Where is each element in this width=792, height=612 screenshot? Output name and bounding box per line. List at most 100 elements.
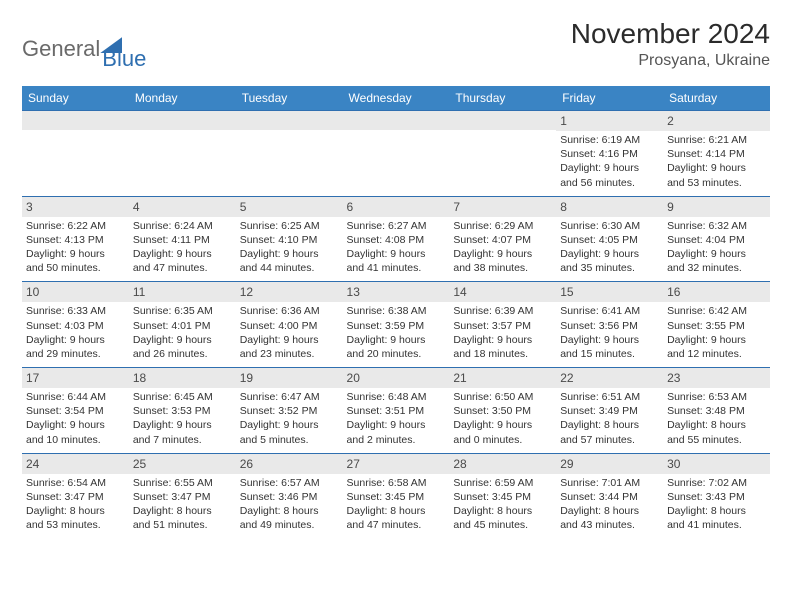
- day-number: 2: [663, 111, 770, 131]
- day-info: Sunrise: 6:55 AMSunset: 3:47 PMDaylight:…: [133, 476, 232, 533]
- logo-triangle-icon: [100, 37, 122, 53]
- day-number: 12: [236, 282, 343, 302]
- day-cell: 17Sunrise: 6:44 AMSunset: 3:54 PMDayligh…: [22, 367, 129, 453]
- day-cell: 25Sunrise: 6:55 AMSunset: 3:47 PMDayligh…: [129, 453, 236, 539]
- day-cell: 30Sunrise: 7:02 AMSunset: 3:43 PMDayligh…: [663, 453, 770, 539]
- day-number: 23: [663, 368, 770, 388]
- day-header: Monday: [129, 86, 236, 110]
- day-number: 4: [129, 197, 236, 217]
- day-number: 1: [556, 111, 663, 131]
- day-cell: 10Sunrise: 6:33 AMSunset: 4:03 PMDayligh…: [22, 281, 129, 367]
- day-number: 11: [129, 282, 236, 302]
- day-number: 3: [22, 197, 129, 217]
- day-cell: 13Sunrise: 6:38 AMSunset: 3:59 PMDayligh…: [343, 281, 450, 367]
- day-info: Sunrise: 6:42 AMSunset: 3:55 PMDaylight:…: [667, 304, 766, 361]
- day-number: 10: [22, 282, 129, 302]
- day-number: 9: [663, 197, 770, 217]
- day-header: Tuesday: [236, 86, 343, 110]
- day-info: Sunrise: 6:36 AMSunset: 4:00 PMDaylight:…: [240, 304, 339, 361]
- day-number: 5: [236, 197, 343, 217]
- day-info: Sunrise: 7:02 AMSunset: 3:43 PMDaylight:…: [667, 476, 766, 533]
- empty-day: [129, 111, 236, 130]
- day-cell: 24Sunrise: 6:54 AMSunset: 3:47 PMDayligh…: [22, 453, 129, 539]
- day-info: Sunrise: 6:41 AMSunset: 3:56 PMDaylight:…: [560, 304, 659, 361]
- day-cell: 11Sunrise: 6:35 AMSunset: 4:01 PMDayligh…: [129, 281, 236, 367]
- day-info: Sunrise: 6:30 AMSunset: 4:05 PMDaylight:…: [560, 219, 659, 276]
- day-info: Sunrise: 6:35 AMSunset: 4:01 PMDaylight:…: [133, 304, 232, 361]
- day-cell: 19Sunrise: 6:47 AMSunset: 3:52 PMDayligh…: [236, 367, 343, 453]
- week-row: 10Sunrise: 6:33 AMSunset: 4:03 PMDayligh…: [22, 281, 770, 367]
- day-info: Sunrise: 6:50 AMSunset: 3:50 PMDaylight:…: [453, 390, 552, 447]
- week-row: 3Sunrise: 6:22 AMSunset: 4:13 PMDaylight…: [22, 196, 770, 282]
- day-header: Sunday: [22, 86, 129, 110]
- day-cell: 5Sunrise: 6:25 AMSunset: 4:10 PMDaylight…: [236, 196, 343, 282]
- location: Prosyana, Ukraine: [571, 52, 770, 70]
- calendar-page: General Blue November 2024 Prosyana, Ukr…: [0, 0, 792, 612]
- logo: General Blue: [22, 26, 146, 72]
- day-cell: [449, 110, 556, 196]
- day-info: Sunrise: 6:47 AMSunset: 3:52 PMDaylight:…: [240, 390, 339, 447]
- day-cell: 23Sunrise: 6:53 AMSunset: 3:48 PMDayligh…: [663, 367, 770, 453]
- calendar-table: Sunday Monday Tuesday Wednesday Thursday…: [22, 86, 770, 538]
- day-number: 16: [663, 282, 770, 302]
- day-cell: 4Sunrise: 6:24 AMSunset: 4:11 PMDaylight…: [129, 196, 236, 282]
- day-cell: 18Sunrise: 6:45 AMSunset: 3:53 PMDayligh…: [129, 367, 236, 453]
- day-number: 26: [236, 454, 343, 474]
- day-info: Sunrise: 6:24 AMSunset: 4:11 PMDaylight:…: [133, 219, 232, 276]
- day-info: Sunrise: 6:29 AMSunset: 4:07 PMDaylight:…: [453, 219, 552, 276]
- day-number: 8: [556, 197, 663, 217]
- empty-day: [343, 111, 450, 130]
- day-cell: [22, 110, 129, 196]
- day-cell: 2Sunrise: 6:21 AMSunset: 4:14 PMDaylight…: [663, 110, 770, 196]
- day-info: Sunrise: 6:53 AMSunset: 3:48 PMDaylight:…: [667, 390, 766, 447]
- day-info: Sunrise: 6:51 AMSunset: 3:49 PMDaylight:…: [560, 390, 659, 447]
- day-info: Sunrise: 6:27 AMSunset: 4:08 PMDaylight:…: [347, 219, 446, 276]
- day-header: Saturday: [663, 86, 770, 110]
- day-cell: 3Sunrise: 6:22 AMSunset: 4:13 PMDaylight…: [22, 196, 129, 282]
- week-row: 24Sunrise: 6:54 AMSunset: 3:47 PMDayligh…: [22, 453, 770, 539]
- day-info: Sunrise: 6:38 AMSunset: 3:59 PMDaylight:…: [347, 304, 446, 361]
- day-info: Sunrise: 6:19 AMSunset: 4:16 PMDaylight:…: [560, 133, 659, 190]
- day-info: Sunrise: 6:25 AMSunset: 4:10 PMDaylight:…: [240, 219, 339, 276]
- day-info: Sunrise: 6:33 AMSunset: 4:03 PMDaylight:…: [26, 304, 125, 361]
- day-info: Sunrise: 6:39 AMSunset: 3:57 PMDaylight:…: [453, 304, 552, 361]
- day-number: 30: [663, 454, 770, 474]
- day-cell: [129, 110, 236, 196]
- day-info: Sunrise: 6:48 AMSunset: 3:51 PMDaylight:…: [347, 390, 446, 447]
- day-number: 20: [343, 368, 450, 388]
- day-number: 28: [449, 454, 556, 474]
- day-number: 18: [129, 368, 236, 388]
- header: General Blue November 2024 Prosyana, Ukr…: [22, 18, 770, 72]
- day-number: 13: [343, 282, 450, 302]
- day-cell: 29Sunrise: 7:01 AMSunset: 3:44 PMDayligh…: [556, 453, 663, 539]
- day-cell: 28Sunrise: 6:59 AMSunset: 3:45 PMDayligh…: [449, 453, 556, 539]
- day-info: Sunrise: 6:54 AMSunset: 3:47 PMDaylight:…: [26, 476, 125, 533]
- calendar-body: 1Sunrise: 6:19 AMSunset: 4:16 PMDaylight…: [22, 110, 770, 538]
- day-cell: 1Sunrise: 6:19 AMSunset: 4:16 PMDaylight…: [556, 110, 663, 196]
- day-cell: [236, 110, 343, 196]
- logo-text-general: General: [22, 36, 100, 62]
- day-header: Wednesday: [343, 86, 450, 110]
- day-cell: 15Sunrise: 6:41 AMSunset: 3:56 PMDayligh…: [556, 281, 663, 367]
- day-number: 6: [343, 197, 450, 217]
- day-cell: 21Sunrise: 6:50 AMSunset: 3:50 PMDayligh…: [449, 367, 556, 453]
- day-number: 27: [343, 454, 450, 474]
- day-info: Sunrise: 7:01 AMSunset: 3:44 PMDaylight:…: [560, 476, 659, 533]
- day-cell: 27Sunrise: 6:58 AMSunset: 3:45 PMDayligh…: [343, 453, 450, 539]
- day-cell: [343, 110, 450, 196]
- day-cell: 14Sunrise: 6:39 AMSunset: 3:57 PMDayligh…: [449, 281, 556, 367]
- day-cell: 20Sunrise: 6:48 AMSunset: 3:51 PMDayligh…: [343, 367, 450, 453]
- title-block: November 2024 Prosyana, Ukraine: [571, 18, 770, 70]
- day-number: 19: [236, 368, 343, 388]
- day-header: Thursday: [449, 86, 556, 110]
- day-header-row: Sunday Monday Tuesday Wednesday Thursday…: [22, 86, 770, 110]
- day-cell: 7Sunrise: 6:29 AMSunset: 4:07 PMDaylight…: [449, 196, 556, 282]
- day-cell: 12Sunrise: 6:36 AMSunset: 4:00 PMDayligh…: [236, 281, 343, 367]
- day-number: 14: [449, 282, 556, 302]
- day-cell: 8Sunrise: 6:30 AMSunset: 4:05 PMDaylight…: [556, 196, 663, 282]
- day-number: 15: [556, 282, 663, 302]
- day-info: Sunrise: 6:44 AMSunset: 3:54 PMDaylight:…: [26, 390, 125, 447]
- day-number: 25: [129, 454, 236, 474]
- day-cell: 16Sunrise: 6:42 AMSunset: 3:55 PMDayligh…: [663, 281, 770, 367]
- day-info: Sunrise: 6:57 AMSunset: 3:46 PMDaylight:…: [240, 476, 339, 533]
